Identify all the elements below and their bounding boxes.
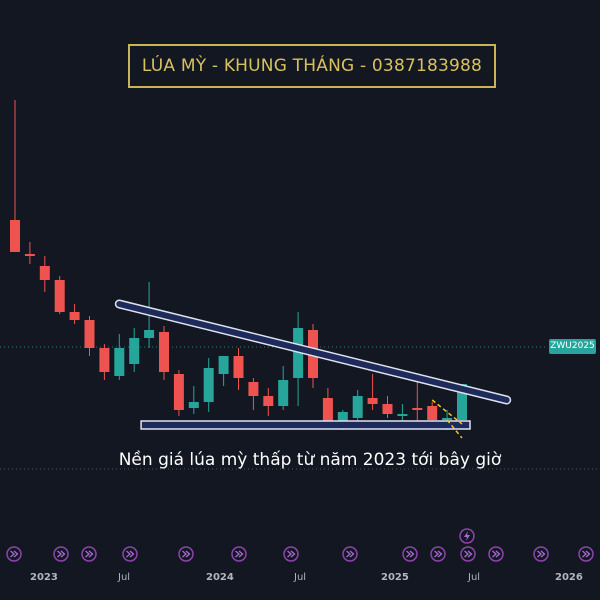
chart-title: LÚA MỲ - KHUNG THÁNG - 0387183988 [128, 44, 496, 88]
lightning-icon[interactable] [459, 528, 475, 544]
candle-body [412, 408, 423, 410]
candle [10, 100, 20, 252]
candle-body [99, 348, 110, 372]
fast-forward-icon[interactable] [178, 546, 194, 562]
fast-forward-icon[interactable] [488, 546, 504, 562]
candle [248, 378, 259, 410]
fast-forward-icon[interactable] [402, 546, 418, 562]
candle-body [337, 412, 348, 428]
forecast-dash-line [431, 399, 463, 425]
candle-body [397, 414, 408, 416]
candle-body [457, 384, 467, 420]
candle [263, 388, 274, 416]
fast-forward-icon[interactable] [342, 546, 358, 562]
candle [173, 370, 184, 416]
candle-body [69, 312, 80, 320]
overlay-layer [114, 299, 512, 439]
fast-forward-icon[interactable] [533, 546, 549, 562]
candle-body [54, 280, 65, 312]
candle [352, 390, 363, 422]
candle-body [367, 398, 378, 404]
candle-body [263, 396, 274, 406]
candle [382, 396, 393, 418]
candle [188, 386, 199, 414]
candle [203, 358, 214, 412]
candle-body [144, 330, 155, 338]
candle-body [39, 266, 50, 280]
fast-forward-icon[interactable] [6, 546, 22, 562]
candle [218, 356, 229, 386]
candle-body [382, 404, 393, 414]
candle-body [188, 402, 199, 408]
fast-forward-icon[interactable] [231, 546, 247, 562]
candle-body [248, 382, 259, 396]
forecast-dash-line [446, 419, 463, 439]
candle-body [84, 320, 95, 348]
x-axis-tick-label: Jul [294, 572, 307, 583]
candle [412, 374, 423, 426]
fast-forward-icon[interactable] [430, 546, 446, 562]
candle [99, 344, 110, 380]
support-annotation: Nền giá lúa mỳ thấp từ năm 2023 tới bây … [118, 450, 502, 470]
candle [39, 256, 50, 292]
candle-body [442, 418, 453, 420]
candle [114, 334, 125, 380]
fast-forward-icon[interactable] [81, 546, 97, 562]
x-axis-tick-label: 2026 [555, 572, 583, 583]
price-line-group [0, 346, 600, 470]
events-layer [6, 528, 594, 562]
candle-body [427, 406, 438, 420]
x-axis-tick-label: 2024 [206, 572, 234, 583]
x-axis-tick-label: 2025 [381, 572, 409, 583]
fast-forward-icon[interactable] [283, 546, 299, 562]
descending-trendline[interactable] [116, 301, 510, 403]
candle-body [218, 356, 229, 374]
candle-body [233, 356, 244, 378]
x-axis-tick-label: Jul [468, 572, 481, 583]
candle-body [159, 332, 169, 372]
symbol-price-badge: ZWU2025 [549, 339, 596, 354]
candle [84, 316, 95, 356]
candle-body [293, 328, 304, 378]
candle [24, 242, 35, 264]
candle-body [322, 398, 333, 426]
candle-body [278, 380, 289, 406]
candle-body [129, 338, 140, 364]
candle-body [203, 368, 214, 402]
fast-forward-icon[interactable] [578, 546, 594, 562]
x-axis-tick-label: 2023 [30, 572, 58, 583]
candles-layer [10, 100, 467, 430]
support-zone-box[interactable] [140, 420, 471, 430]
candle [159, 326, 169, 380]
fast-forward-icon[interactable] [460, 546, 476, 562]
candle-body [173, 374, 184, 410]
candle [293, 312, 304, 406]
fast-forward-icon[interactable] [53, 546, 69, 562]
x-axis-tick-label: Jul [118, 572, 131, 583]
candle [367, 374, 378, 410]
candle [233, 348, 244, 390]
candle [69, 304, 80, 324]
candle [278, 366, 289, 410]
candle [129, 328, 140, 372]
candle-body [10, 220, 20, 252]
fast-forward-icon[interactable] [122, 546, 138, 562]
candle-body [114, 348, 125, 376]
candle-body [24, 254, 35, 256]
candle [54, 276, 65, 314]
candle-body [352, 396, 363, 418]
